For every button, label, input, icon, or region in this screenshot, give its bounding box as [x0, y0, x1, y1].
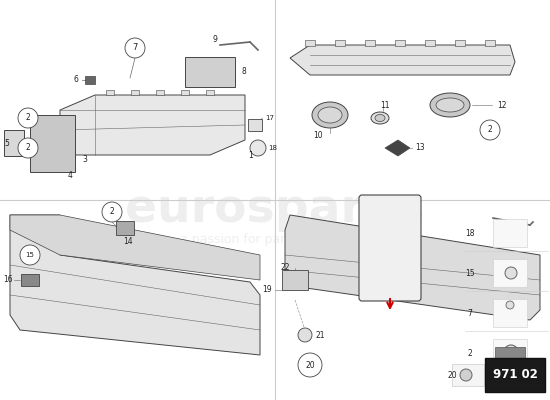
- Bar: [485, 40, 495, 46]
- Text: 2: 2: [26, 114, 30, 122]
- Text: 10: 10: [313, 130, 323, 140]
- Bar: [156, 90, 164, 94]
- Bar: [493, 339, 527, 367]
- Bar: [248, 119, 262, 131]
- Circle shape: [18, 108, 38, 128]
- Bar: [181, 90, 189, 94]
- Circle shape: [460, 369, 472, 381]
- Text: 7: 7: [133, 44, 138, 52]
- Text: 12: 12: [497, 100, 507, 110]
- Ellipse shape: [430, 93, 470, 117]
- Circle shape: [506, 301, 514, 309]
- Bar: [282, 270, 308, 290]
- Text: 18: 18: [465, 228, 475, 238]
- Ellipse shape: [375, 114, 385, 122]
- Ellipse shape: [371, 112, 389, 124]
- Circle shape: [18, 138, 38, 158]
- Bar: [495, 347, 525, 361]
- Bar: [493, 259, 527, 287]
- Circle shape: [504, 345, 518, 359]
- Polygon shape: [385, 140, 410, 156]
- Text: 15: 15: [25, 252, 35, 258]
- Bar: [395, 40, 405, 46]
- Polygon shape: [10, 215, 260, 355]
- Ellipse shape: [436, 98, 464, 112]
- FancyBboxPatch shape: [359, 195, 421, 301]
- Text: 16: 16: [3, 276, 13, 284]
- Bar: [485, 358, 545, 392]
- Text: 3: 3: [82, 156, 87, 164]
- Polygon shape: [30, 115, 75, 172]
- Text: 2: 2: [26, 144, 30, 152]
- Text: a passion for parts since 1985: a passion for parts since 1985: [180, 234, 370, 246]
- Text: 19: 19: [262, 286, 272, 294]
- Text: 5: 5: [4, 138, 9, 148]
- Text: 18: 18: [268, 145, 277, 151]
- Polygon shape: [10, 215, 260, 280]
- Text: 4: 4: [68, 170, 73, 180]
- Bar: [206, 90, 214, 94]
- Bar: [131, 90, 139, 94]
- Bar: [335, 40, 345, 46]
- Text: 971 02: 971 02: [493, 368, 537, 382]
- Bar: [116, 221, 134, 235]
- Text: 7: 7: [468, 308, 472, 318]
- Text: 9: 9: [212, 36, 217, 44]
- Text: 21: 21: [315, 330, 324, 340]
- Text: 22: 22: [280, 264, 290, 272]
- Text: 1: 1: [248, 150, 253, 160]
- Bar: [305, 40, 315, 46]
- Circle shape: [480, 120, 500, 140]
- Text: 2: 2: [109, 208, 114, 216]
- Bar: [185, 57, 235, 87]
- Text: 8: 8: [242, 68, 247, 76]
- Bar: [21, 274, 39, 286]
- Bar: [455, 40, 465, 46]
- Text: 2: 2: [468, 348, 472, 358]
- Polygon shape: [290, 45, 515, 75]
- Text: 6: 6: [73, 76, 78, 84]
- Text: 13: 13: [415, 144, 425, 152]
- Bar: [425, 40, 435, 46]
- Bar: [106, 90, 114, 94]
- Circle shape: [102, 202, 122, 222]
- Circle shape: [125, 38, 145, 58]
- Ellipse shape: [318, 107, 342, 123]
- Bar: [493, 219, 527, 247]
- Bar: [365, 40, 375, 46]
- Polygon shape: [285, 215, 540, 320]
- Text: eurospares: eurospares: [125, 188, 425, 232]
- Circle shape: [250, 140, 266, 156]
- Text: 17: 17: [265, 115, 274, 121]
- Polygon shape: [60, 95, 245, 155]
- Ellipse shape: [312, 102, 348, 128]
- Bar: [85, 76, 95, 84]
- Text: 14: 14: [123, 238, 133, 246]
- Circle shape: [505, 267, 517, 279]
- Text: 11: 11: [380, 100, 390, 110]
- Bar: [452, 364, 484, 386]
- Circle shape: [508, 349, 514, 355]
- Text: 20: 20: [447, 370, 457, 380]
- Text: 2: 2: [488, 126, 492, 134]
- Text: 15: 15: [465, 268, 475, 278]
- Circle shape: [20, 245, 40, 265]
- Circle shape: [298, 353, 322, 377]
- Bar: [4, 130, 24, 156]
- Circle shape: [298, 328, 312, 342]
- Bar: [493, 299, 527, 327]
- Text: 20: 20: [305, 360, 315, 370]
